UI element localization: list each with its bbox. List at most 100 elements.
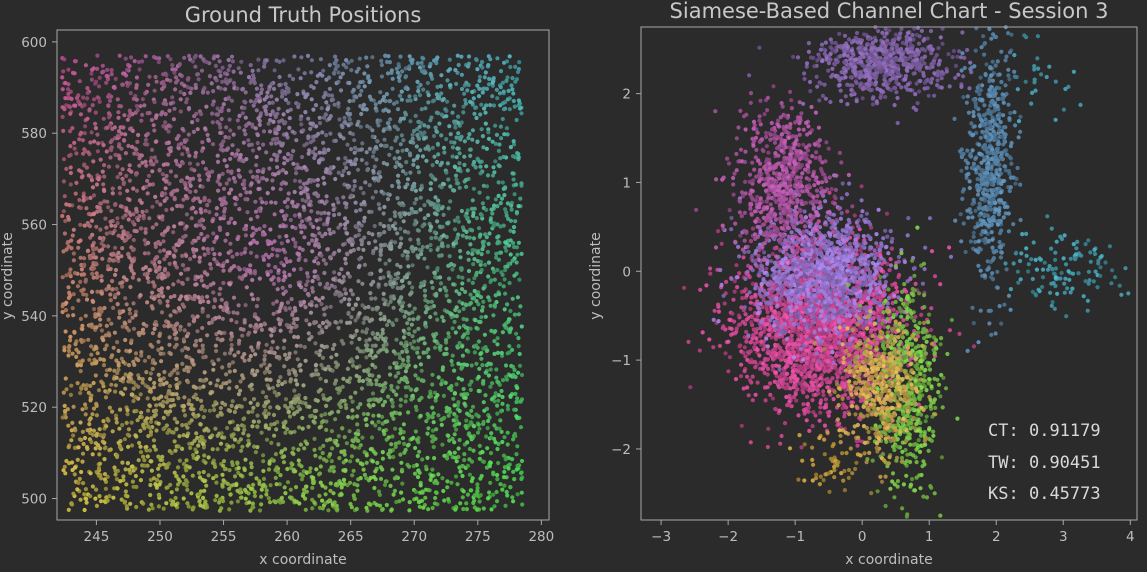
scatter-point: [290, 312, 295, 317]
scatter-point: [268, 483, 273, 488]
scatter-point: [268, 227, 273, 232]
scatter-point: [85, 90, 90, 96]
scatter-point: [378, 174, 383, 180]
scatter-point: [120, 246, 125, 251]
scatter-point: [435, 55, 440, 60]
scatter-point: [381, 191, 386, 196]
scatter-point: [85, 248, 91, 253]
scatter-point: [218, 73, 223, 78]
scatter-point: [376, 350, 381, 355]
scatter-point: [206, 314, 211, 319]
left-scatter-points: [60, 53, 525, 513]
scatter-point: [478, 351, 483, 357]
scatter-point: [264, 94, 269, 100]
scatter-point: [425, 80, 430, 86]
scatter-point: [395, 231, 400, 236]
scatter-point: [183, 413, 188, 418]
scatter-point: [324, 194, 329, 199]
scatter-point: [434, 293, 439, 298]
scatter-point: [510, 76, 515, 81]
scatter-point: [254, 108, 259, 113]
scatter-point: [394, 499, 399, 505]
scatter-point: [476, 226, 482, 231]
scatter-point: [343, 222, 348, 227]
scatter-point: [213, 464, 218, 469]
scatter-point: [370, 195, 375, 200]
scatter-point: [215, 447, 220, 452]
scatter-point: [284, 322, 289, 328]
scatter-point: [110, 279, 115, 284]
scatter-point: [397, 78, 402, 83]
scatter-point: [393, 441, 398, 446]
scatter-point: [432, 230, 437, 235]
scatter-point: [100, 256, 105, 261]
scatter-point: [172, 368, 177, 373]
scatter-point: [382, 482, 388, 488]
scatter-point: [161, 162, 166, 167]
scatter-point: [242, 358, 247, 363]
scatter-point: [511, 98, 516, 104]
scatter-point: [197, 470, 202, 475]
scatter-point: [218, 86, 223, 91]
scatter-point: [376, 413, 381, 418]
scatter-point: [200, 295, 205, 300]
scatter-point: [465, 392, 470, 397]
scatter-point: [264, 437, 270, 442]
scatter-point: [265, 272, 270, 277]
scatter-point: [430, 467, 435, 472]
scatter-point: [158, 382, 163, 387]
scatter-point: [499, 196, 505, 201]
scatter-point: [218, 304, 223, 309]
scatter-point: [156, 493, 162, 498]
scatter-point: [66, 423, 71, 428]
scatter-point: [401, 335, 407, 340]
scatter-point: [418, 362, 423, 367]
scatter-point: [400, 169, 406, 174]
scatter-point: [406, 355, 411, 360]
scatter-point: [226, 67, 231, 73]
scatter-point: [152, 128, 157, 133]
scatter-point: [254, 163, 259, 168]
scatter-point: [170, 95, 175, 100]
scatter-point: [423, 106, 428, 111]
scatter-point: [378, 317, 383, 322]
scatter-point: [188, 256, 193, 262]
scatter-point: [129, 263, 134, 268]
scatter-point: [190, 314, 195, 319]
scatter-point: [507, 280, 512, 286]
scatter-point: [136, 132, 141, 138]
scatter-point: [120, 280, 125, 285]
scatter-point: [201, 495, 206, 500]
scatter-point: [508, 485, 513, 490]
scatter-point: [288, 430, 293, 435]
scatter-point: [447, 83, 453, 88]
scatter-point: [345, 366, 350, 371]
scatter-point: [221, 478, 226, 483]
scatter-point: [492, 304, 497, 309]
scatter-point: [324, 419, 329, 424]
scatter-point: [145, 396, 150, 401]
scatter-point: [166, 129, 171, 134]
scatter-point: [98, 227, 103, 232]
scatter-point: [101, 69, 106, 74]
scatter-point: [519, 111, 524, 116]
scatter-point: [120, 324, 125, 329]
scatter-point: [243, 115, 248, 120]
scatter-point: [450, 154, 455, 159]
scatter-point: [117, 426, 122, 431]
scatter-point: [315, 193, 320, 198]
scatter-point: [409, 397, 414, 402]
scatter-point: [462, 154, 467, 159]
scatter-point: [513, 374, 518, 380]
scatter-point: [235, 311, 240, 316]
scatter-point: [423, 146, 428, 151]
scatter-point: [328, 437, 333, 442]
scatter-point: [426, 415, 431, 420]
scatter-point: [329, 429, 334, 434]
scatter-point: [168, 57, 173, 62]
scatter-point: [436, 152, 441, 157]
scatter-point: [498, 156, 503, 161]
scatter-point: [238, 379, 243, 384]
scatter-point: [343, 261, 348, 266]
scatter-point: [423, 487, 428, 492]
